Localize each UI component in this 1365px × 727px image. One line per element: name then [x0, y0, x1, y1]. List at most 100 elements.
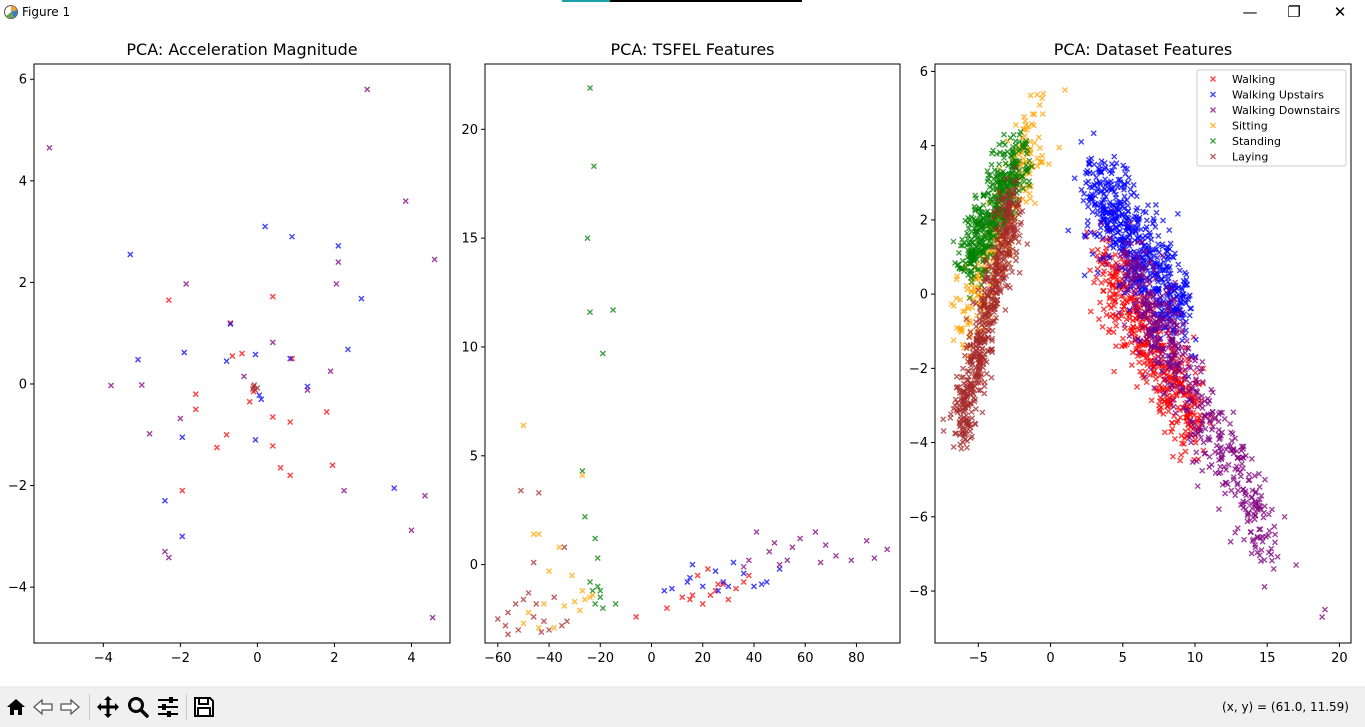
data-point — [1152, 275, 1159, 282]
data-point — [1175, 261, 1182, 268]
data-point — [745, 572, 752, 579]
data-point — [1281, 513, 1288, 520]
data-point — [589, 587, 596, 594]
data-point — [1232, 492, 1239, 499]
data-point — [998, 249, 1005, 256]
data-point — [977, 248, 984, 255]
data-point — [1145, 202, 1152, 209]
data-point — [972, 406, 979, 413]
x-tick-label: −20 — [587, 651, 614, 666]
data-point — [251, 381, 258, 388]
close-button[interactable]: ✕ — [1317, 0, 1363, 24]
data-point — [535, 489, 542, 496]
data-point — [1139, 273, 1146, 280]
data-point — [984, 243, 991, 250]
data-point — [1166, 323, 1173, 330]
data-point — [1260, 509, 1267, 516]
data-point — [540, 600, 547, 607]
data-point — [1215, 506, 1222, 513]
data-point — [963, 444, 970, 451]
data-point — [179, 533, 186, 540]
data-point — [1165, 275, 1172, 282]
data-point — [1192, 428, 1199, 435]
configure-subplots-button[interactable] — [155, 694, 181, 720]
data-point — [1022, 121, 1029, 128]
data-point — [1162, 376, 1169, 383]
data-point — [1111, 368, 1118, 375]
data-point — [1176, 367, 1183, 374]
data-point — [753, 528, 760, 535]
data-point — [1254, 533, 1261, 540]
data-point — [973, 247, 980, 254]
data-point — [1102, 248, 1109, 255]
data-point — [1167, 240, 1174, 247]
pan-button[interactable] — [95, 694, 121, 720]
data-point — [1135, 256, 1142, 263]
save-button[interactable] — [191, 694, 217, 720]
data-point — [1101, 186, 1108, 193]
data-point — [1166, 310, 1173, 317]
maximize-button[interactable]: ❐ — [1271, 0, 1317, 24]
data-point — [996, 227, 1003, 234]
data-point — [183, 280, 190, 287]
data-point — [974, 239, 981, 246]
data-point — [1081, 190, 1088, 197]
data-point — [1124, 261, 1131, 268]
data-point — [1168, 428, 1175, 435]
data-point — [1186, 363, 1192, 370]
data-point — [1186, 292, 1193, 299]
data-point — [1071, 175, 1078, 182]
data-point — [725, 596, 732, 603]
data-point — [1140, 280, 1147, 287]
data-point — [720, 581, 727, 588]
data-point — [1119, 210, 1126, 217]
restore-icon: ❐ — [1287, 3, 1301, 21]
data-point — [1111, 188, 1118, 195]
data-point — [1141, 313, 1148, 320]
data-point — [1100, 306, 1107, 313]
data-point — [763, 579, 770, 586]
data-point — [1085, 203, 1092, 210]
data-point — [258, 396, 265, 403]
data-point — [1142, 373, 1149, 380]
data-point — [1181, 376, 1188, 383]
figure-canvas[interactable]: PCA: Acceleration Magnitude−4 −2 0 2 4−4−202… — [0, 24, 1365, 686]
data-point — [996, 278, 1003, 285]
data-point — [1130, 287, 1137, 294]
legend-label: Sitting — [1232, 120, 1268, 133]
data-point — [1193, 364, 1200, 371]
data-point — [1100, 288, 1107, 295]
data-point — [165, 297, 172, 304]
data-point — [594, 583, 601, 590]
data-point — [1145, 290, 1152, 297]
cursor-coordinates: (x, y) = (61.0, 11.59) — [1222, 700, 1349, 714]
subplot-1: PCA: Acceleration Magnitude −4 −2 0 2 4 −4 −2 0 2… — [8, 40, 451, 666]
data-point — [1169, 397, 1176, 404]
data-point — [997, 180, 1004, 187]
data-point — [1215, 418, 1222, 425]
data-point — [1153, 296, 1160, 303]
data-point — [1160, 391, 1167, 398]
zoom-button[interactable] — [125, 694, 151, 720]
data-point — [1227, 447, 1234, 454]
data-point — [1208, 461, 1215, 468]
data-point — [1126, 306, 1133, 313]
data-point — [1208, 386, 1215, 393]
data-point — [1223, 479, 1230, 486]
data-point — [327, 368, 334, 375]
forward-button[interactable] — [57, 694, 83, 720]
home-button[interactable] — [3, 694, 29, 720]
data-point — [335, 242, 342, 249]
data-point — [1163, 330, 1170, 337]
data-point — [969, 255, 976, 262]
back-button[interactable] — [30, 694, 56, 720]
data-point — [980, 192, 987, 199]
data-point — [1255, 507, 1262, 514]
data-point — [1178, 357, 1185, 364]
data-point — [789, 544, 796, 551]
data-point — [1109, 167, 1116, 174]
data-point — [1272, 531, 1279, 538]
data-point — [940, 416, 947, 423]
minimize-button[interactable]: — — [1227, 0, 1273, 24]
data-point — [1165, 253, 1172, 260]
